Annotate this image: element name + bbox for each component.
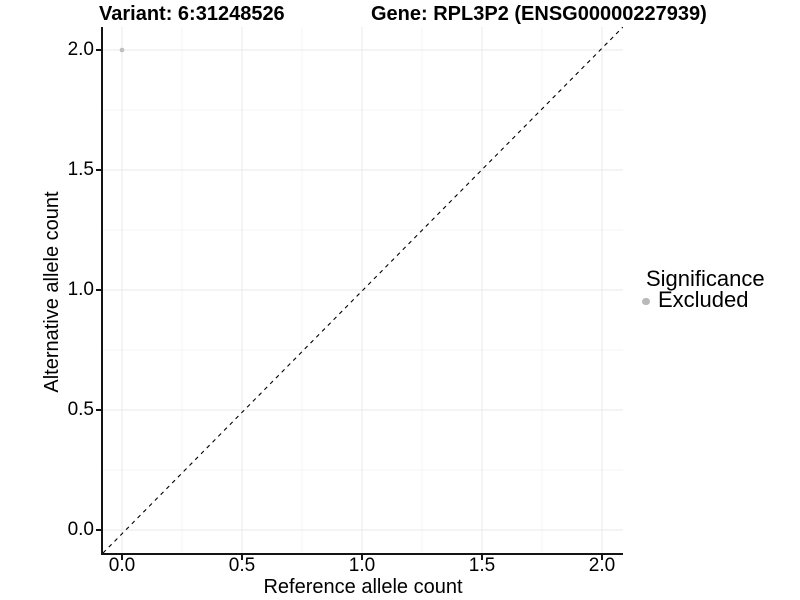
y-tick-label: 2.0 bbox=[67, 39, 94, 60]
x-tick-mark bbox=[361, 554, 363, 560]
variant-title: Variant: 6:31248526 bbox=[99, 3, 285, 25]
gene-title: Gene: RPL3P2 (ENSG00000227939) bbox=[371, 3, 707, 25]
legend-title: Significance bbox=[646, 266, 765, 291]
legend-item-label: Excluded bbox=[658, 287, 749, 312]
major-gridlines bbox=[103, 27, 623, 553]
y-tick-mark bbox=[95, 49, 102, 51]
y-axis-title: Alternative allele count bbox=[41, 191, 63, 393]
y-tick-mark bbox=[95, 289, 102, 291]
x-tick-mark bbox=[241, 554, 243, 560]
legend-excluded-dot-icon bbox=[642, 297, 650, 305]
plot-panel bbox=[103, 27, 623, 553]
x-tick-label: 2.0 bbox=[588, 555, 616, 576]
data-point bbox=[119, 47, 125, 53]
y-tick-mark bbox=[95, 169, 102, 171]
x-axis-title: Reference allele count bbox=[263, 576, 463, 598]
x-tick-mark bbox=[601, 554, 603, 560]
y-tick-mark bbox=[95, 529, 102, 531]
x-tick-label: 0.5 bbox=[228, 555, 256, 576]
x-tick-mark bbox=[481, 554, 483, 560]
y-tick-mark bbox=[95, 409, 102, 411]
x-axis-line bbox=[101, 553, 623, 555]
x-tick-label: 1.5 bbox=[468, 555, 496, 576]
y-tick-label: 0.0 bbox=[67, 519, 94, 540]
y-axis-line bbox=[101, 27, 103, 555]
x-tick-mark bbox=[121, 554, 123, 560]
identity-dashed-line bbox=[103, 27, 623, 553]
y-tick-label: 1.0 bbox=[67, 279, 94, 300]
x-tick-label: 1.0 bbox=[348, 555, 376, 576]
x-tick-label: 0.0 bbox=[108, 555, 136, 576]
y-tick-label: 1.5 bbox=[67, 159, 94, 180]
y-tick-label: 0.5 bbox=[67, 399, 94, 420]
